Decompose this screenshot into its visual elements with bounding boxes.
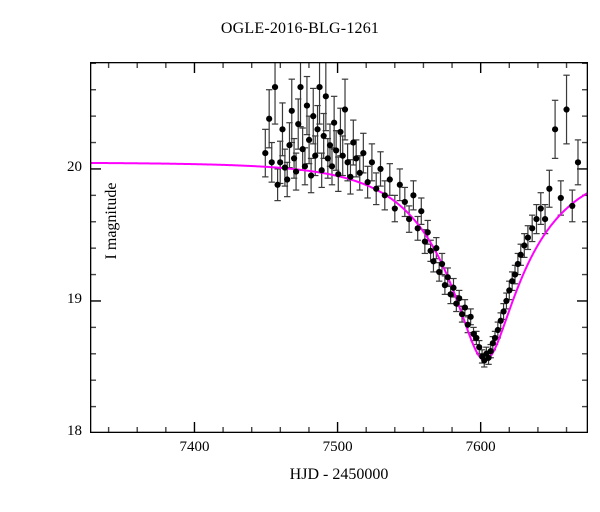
x-axis-label: HJD - 2450000 — [289, 466, 389, 483]
x-tick-label: 7500 — [322, 439, 353, 455]
x-tick-label: 7400 — [179, 439, 210, 455]
y-tick-label: 20 — [67, 158, 82, 175]
plot-frame — [90, 62, 588, 433]
y-axis-label: I magnitude — [103, 182, 120, 260]
plot-canvas — [90, 62, 588, 433]
y-tick-label: 19 — [67, 290, 82, 307]
data-points — [262, 83, 582, 364]
x-tick-label: 7600 — [465, 439, 496, 455]
plot-background — [90, 62, 588, 433]
plot-area: I magnitude HJD - 2450000 18 19 20 7400 750… — [67, 62, 588, 483]
major-ticks — [90, 62, 588, 433]
page-title: OGLE-2016-BLG-1261 — [220, 20, 380, 37]
y-tick-label: 18 — [67, 423, 82, 439]
